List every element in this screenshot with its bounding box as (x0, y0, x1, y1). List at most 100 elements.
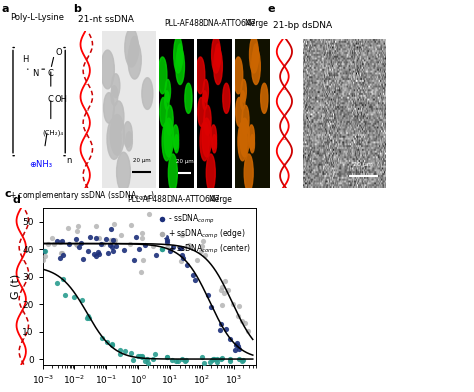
Point (102, 236, 109, 242)
Point (209, 356, 217, 363)
Point (97, 240, 105, 247)
Point (75, 244, 83, 250)
Point (168, 357, 176, 363)
Point (112, 243, 120, 249)
Circle shape (202, 118, 211, 157)
Circle shape (90, 222, 102, 257)
Point (130, 257, 138, 263)
Point (73, 241, 80, 247)
Point (219, 302, 226, 308)
Point (41, 248, 49, 254)
Legend: - ssDNA$_{comp}$, + ssDNA$_{comp}$ (edge), + ssDNA$_{comp}$ (center): - ssDNA$_{comp}$, + ssDNA$_{comp}$ (edge… (158, 212, 252, 258)
Circle shape (125, 28, 138, 67)
Point (116, 347, 124, 353)
Circle shape (211, 36, 220, 73)
Point (213, 356, 221, 362)
Point (141, 358, 149, 365)
Circle shape (101, 50, 114, 89)
Circle shape (206, 154, 215, 192)
Point (213, 359, 220, 365)
Point (217, 321, 225, 328)
Text: 20 μm: 20 μm (354, 162, 374, 167)
Circle shape (166, 105, 173, 135)
Point (92, 253, 100, 260)
Point (109, 341, 116, 347)
Point (149, 356, 156, 362)
Circle shape (240, 118, 249, 157)
Text: + complementary ssDNA (ssDNA$_{comp}$): + complementary ssDNA (ssDNA$_{comp}$) (9, 189, 155, 203)
Point (48, 235, 56, 241)
Text: e: e (268, 4, 275, 14)
Circle shape (200, 122, 210, 161)
Point (176, 245, 184, 251)
Circle shape (123, 122, 132, 147)
Circle shape (177, 44, 183, 67)
Point (62, 292, 69, 298)
Point (84, 248, 92, 254)
Point (96, 250, 103, 257)
Point (227, 356, 234, 362)
Point (56, 240, 64, 246)
Point (41, 252, 48, 259)
Point (222, 326, 230, 332)
Circle shape (170, 292, 178, 326)
Point (107, 226, 115, 232)
Point (239, 356, 247, 363)
Point (233, 340, 240, 347)
Point (132, 234, 140, 240)
Text: b: b (73, 4, 82, 14)
Point (208, 357, 216, 363)
Circle shape (248, 125, 255, 149)
Point (235, 356, 243, 362)
Point (73, 241, 81, 248)
Point (179, 232, 186, 238)
Point (193, 257, 201, 263)
Point (116, 351, 124, 357)
Circle shape (164, 91, 169, 110)
Point (164, 237, 171, 243)
Point (163, 239, 170, 245)
Circle shape (164, 118, 173, 157)
Point (139, 256, 146, 263)
Text: (CH₂)₄: (CH₂)₄ (43, 129, 64, 136)
Circle shape (209, 296, 215, 323)
Circle shape (107, 118, 121, 160)
Point (127, 350, 135, 357)
Circle shape (160, 98, 167, 126)
Circle shape (173, 36, 182, 73)
Point (138, 354, 146, 360)
Point (92, 234, 100, 241)
Circle shape (238, 122, 247, 161)
Point (127, 241, 134, 247)
Point (146, 211, 153, 218)
Point (201, 252, 209, 258)
Point (110, 221, 118, 227)
Text: OH: OH (54, 94, 67, 103)
Text: Merge: Merge (244, 19, 268, 28)
Circle shape (219, 247, 227, 279)
Point (218, 284, 226, 290)
Point (226, 336, 233, 342)
Text: 20 μm: 20 μm (133, 158, 150, 163)
Point (234, 343, 241, 349)
Point (241, 320, 249, 326)
Circle shape (168, 154, 177, 192)
Circle shape (249, 36, 258, 73)
Point (163, 234, 170, 240)
Circle shape (203, 80, 209, 102)
Text: PLL-AF488: PLL-AF488 (128, 196, 167, 204)
Point (59, 252, 66, 258)
Point (54, 280, 61, 286)
Point (206, 359, 214, 365)
Point (152, 252, 159, 258)
Point (39, 257, 47, 263)
Point (199, 354, 206, 360)
Point (109, 237, 117, 243)
Point (117, 232, 125, 238)
Point (58, 250, 66, 257)
Circle shape (84, 260, 99, 305)
Point (78, 240, 85, 246)
Text: 20 μm: 20 μm (96, 334, 114, 339)
Point (138, 235, 146, 241)
Point (198, 243, 205, 250)
